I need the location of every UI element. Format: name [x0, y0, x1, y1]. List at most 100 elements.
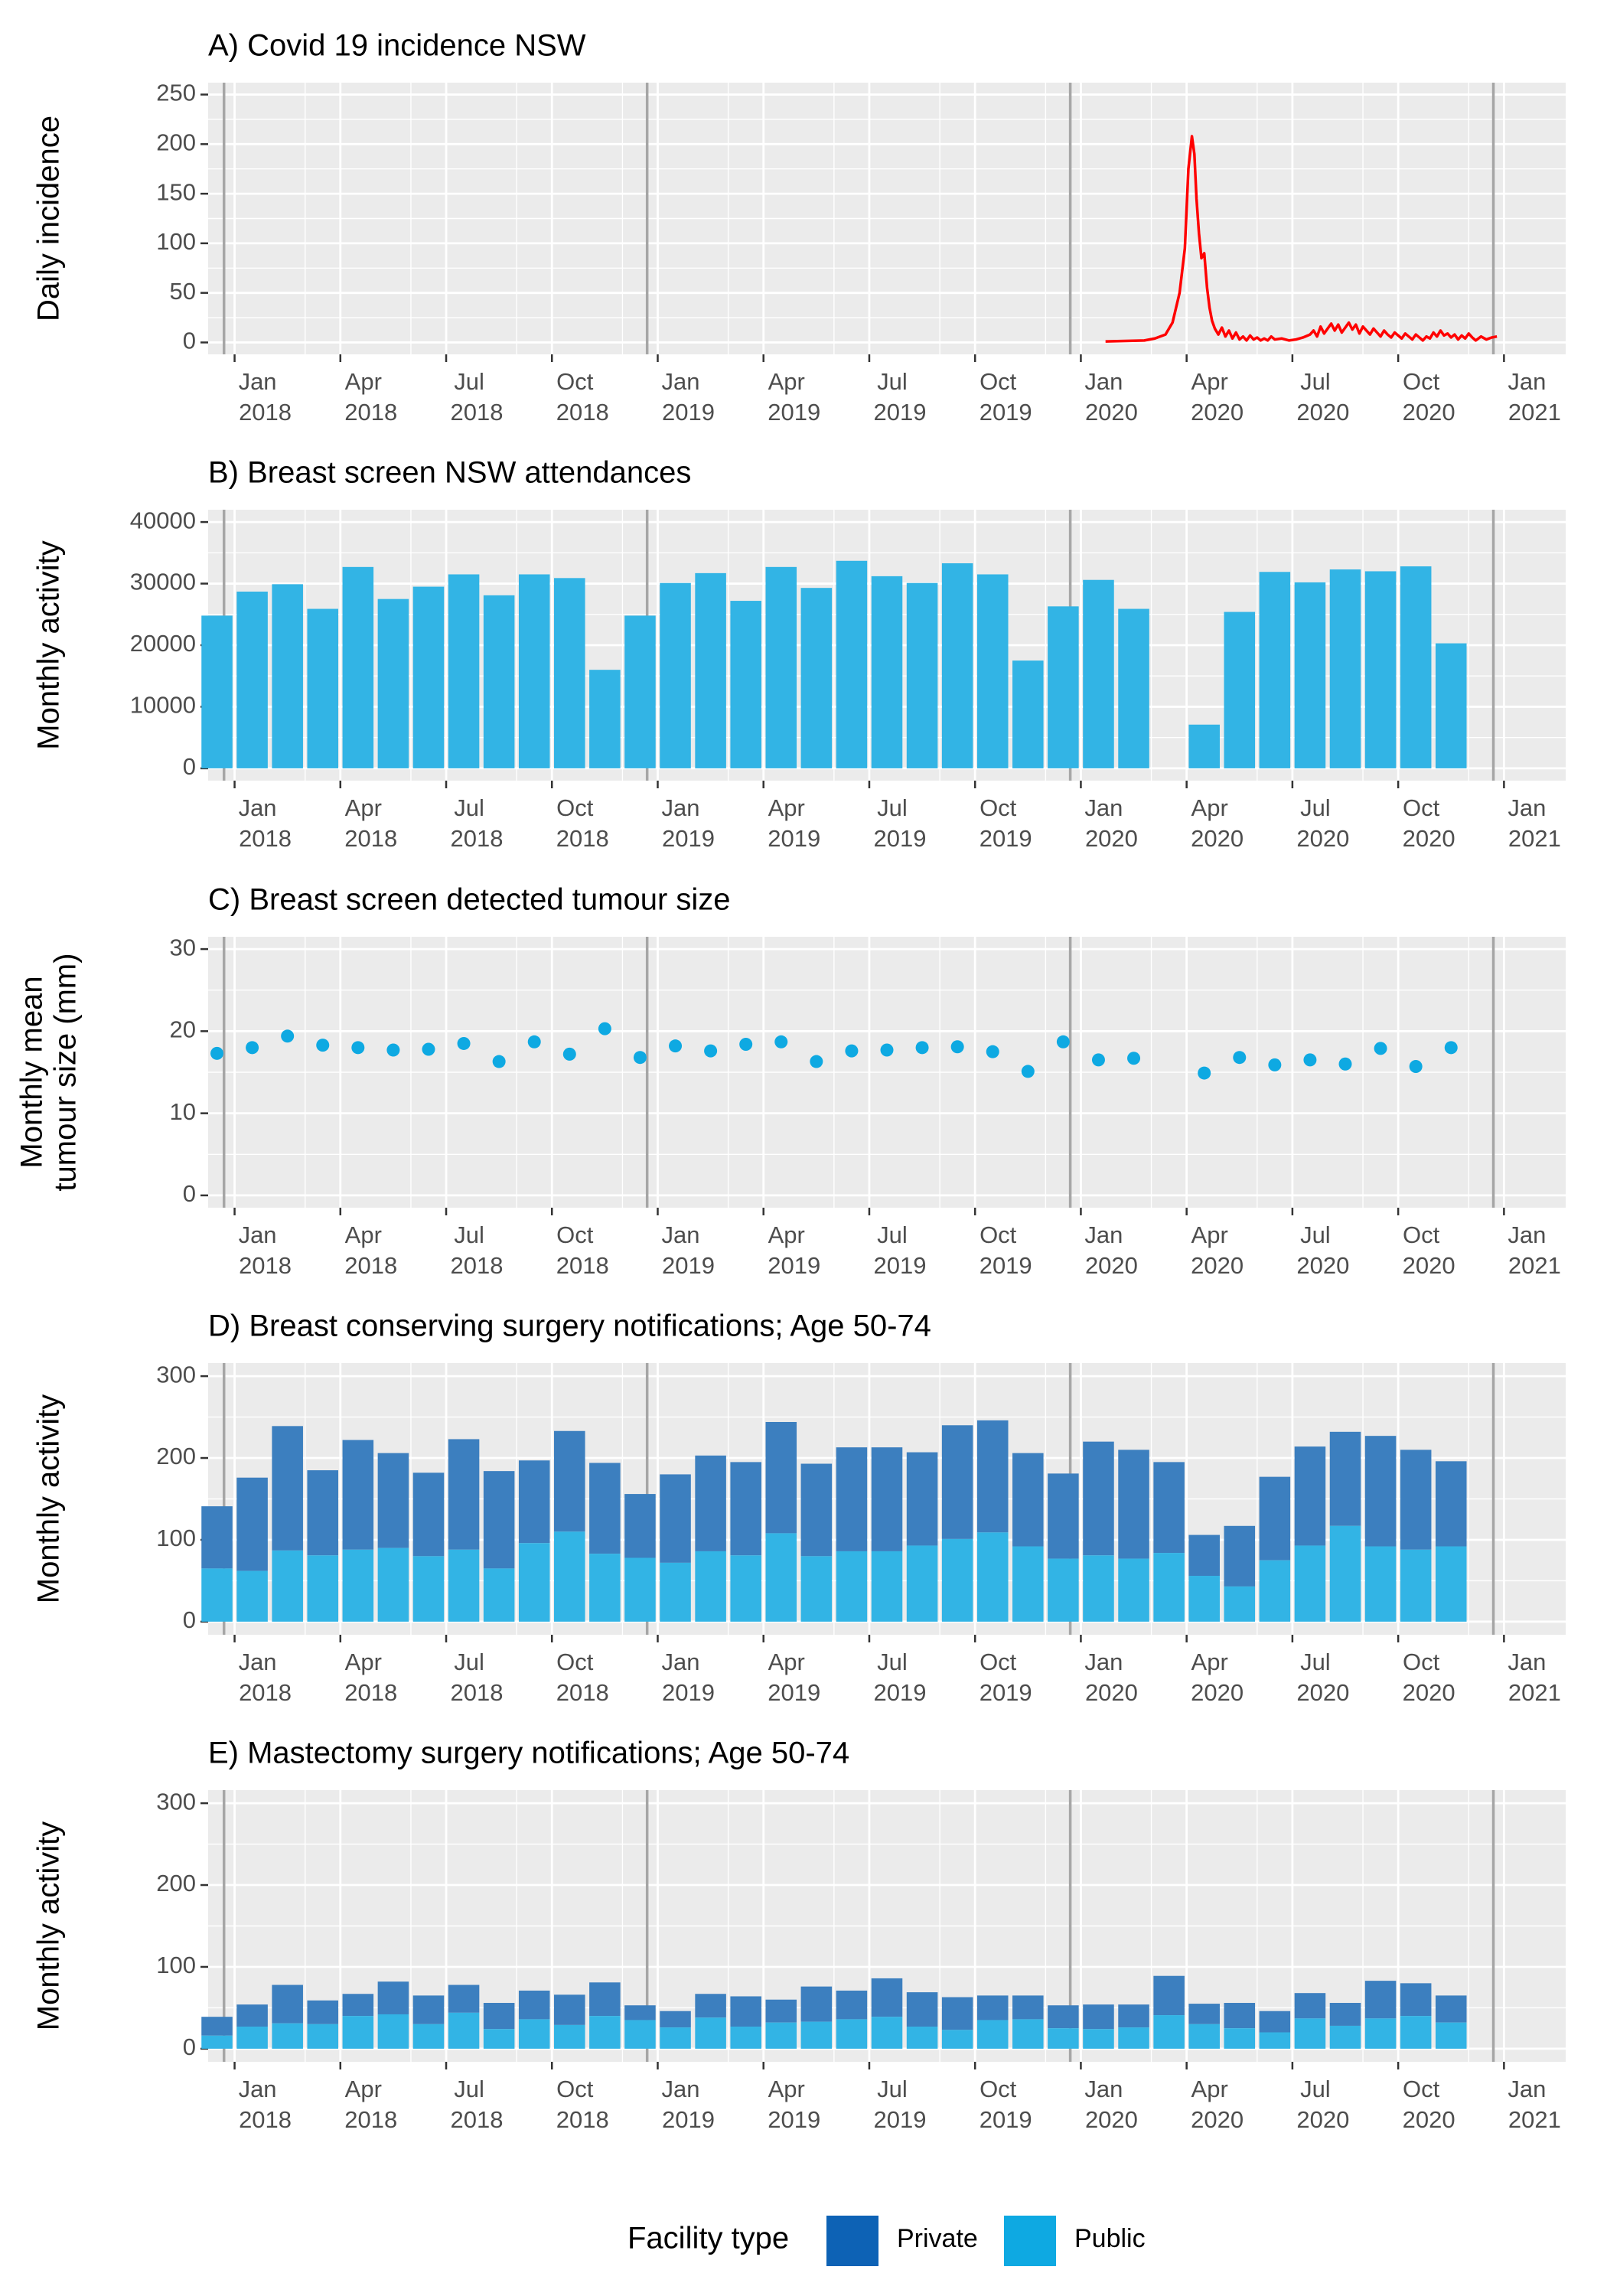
x-tick-label-b: Apr: [1191, 794, 1228, 821]
attendance-bar: [1012, 660, 1044, 768]
tumour-size-point: [1444, 1041, 1458, 1055]
x-tick-label-b: Jul: [454, 794, 484, 821]
private-bar: [307, 1470, 339, 1556]
panel-A: 0 50 100 150 200 250 Jan 2018 Apr 2018 Jul 2018 Oct 2…: [32, 29, 1566, 426]
private-bar: [342, 1440, 374, 1550]
y-tick-label-c: 20: [170, 1016, 196, 1043]
tumour-size-point: [1091, 1053, 1105, 1067]
tumour-size-point: [386, 1043, 400, 1057]
private-bar: [976, 1995, 1009, 2020]
private-bar: [1188, 1534, 1220, 1577]
x-tick-label-year-e: 2020: [1191, 2106, 1244, 2133]
private-bar: [660, 1474, 691, 1563]
x-tick-label-year-c: 2018: [239, 1252, 292, 1279]
y-tick-label-e: 200: [156, 1870, 196, 1896]
attendance-bar: [307, 608, 339, 768]
public-bar: [730, 1555, 761, 1622]
private-bar: [1294, 1993, 1326, 2019]
y-axis-label-e: Monthly activity: [32, 1821, 66, 2030]
x-tick-label-b: Jul: [1300, 794, 1331, 821]
public-bar: [518, 2019, 550, 2049]
x-tick-label-b: Apr: [345, 794, 382, 821]
x-tick-label-a: Jan: [1084, 368, 1123, 395]
tumour-size-point: [1021, 1065, 1035, 1078]
x-tick-label-year-a: 2021: [1508, 399, 1561, 426]
x-tick-label-e: Jan: [239, 2076, 277, 2102]
x-tick-label-year-d: 2021: [1508, 1679, 1561, 1706]
attendance-bar: [518, 574, 550, 768]
y-tick-label-c: 0: [183, 1180, 196, 1207]
x-tick-label-e: Jul: [454, 2076, 484, 2102]
private-bar: [906, 1992, 938, 2027]
private-bar: [1083, 1441, 1114, 1556]
private-bar: [1364, 1981, 1397, 2019]
attendance-bar: [660, 582, 691, 768]
private-bar: [1400, 1983, 1432, 2017]
x-tick-label-a: Jul: [454, 368, 484, 395]
x-tick-label-year-c: 2019: [873, 1252, 926, 1279]
x-tick-label-year-e: 2018: [239, 2106, 292, 2133]
x-tick-label-c: Oct: [980, 1221, 1017, 1248]
x-tick-label-d: Apr: [345, 1649, 382, 1675]
attendance-bar: [1083, 579, 1114, 768]
attendance-bar: [554, 578, 585, 768]
public-bar: [941, 2030, 973, 2049]
tumour-size-point: [527, 1035, 541, 1049]
public-bar: [1153, 2015, 1185, 2049]
private-bar: [518, 1460, 550, 1544]
x-tick-label-e: Apr: [768, 2076, 805, 2102]
attendance-bar: [836, 560, 868, 768]
public-bar: [448, 2012, 480, 2049]
private-bar: [377, 1453, 409, 1548]
public-bar: [1048, 2028, 1079, 2049]
private-bar: [1048, 1473, 1079, 1559]
private-bar: [730, 1996, 761, 2027]
x-tick-label-c: Apr: [345, 1221, 382, 1248]
x-tick-label-d: Jul: [454, 1649, 484, 1675]
tumour-size-point: [281, 1029, 295, 1043]
public-bar: [1294, 2018, 1326, 2049]
private-bar: [201, 1506, 233, 1569]
x-tick-label-c: Jul: [454, 1221, 484, 1248]
private-bar: [483, 1471, 515, 1569]
y-axis-label-d: Monthly activity: [32, 1394, 66, 1603]
public-bar: [836, 2019, 868, 2049]
tumour-size-point: [1338, 1057, 1352, 1071]
public-bar: [624, 2020, 656, 2049]
public-bar: [412, 2024, 445, 2049]
x-tick-label-e: Apr: [1191, 2076, 1228, 2102]
x-tick-label-year-a: 2018: [239, 399, 292, 426]
private-bar: [1329, 2003, 1361, 2026]
attendance-bar: [201, 615, 233, 768]
x-tick-label-d: Jul: [1300, 1649, 1331, 1675]
public-bar: [660, 2027, 691, 2049]
private-bar: [1118, 1450, 1149, 1559]
attendance-bar: [906, 582, 938, 768]
attendance-bar: [342, 566, 374, 768]
private-bar: [272, 1426, 303, 1551]
x-tick-label-d: Oct: [980, 1649, 1017, 1675]
y-tick-label-e: 100: [156, 1952, 196, 1978]
x-tick-label-year-d: 2020: [1403, 1679, 1455, 1706]
tumour-size-point: [950, 1040, 964, 1054]
tumour-size-point: [1233, 1051, 1247, 1065]
x-tick-label-year-e: 2019: [768, 2106, 820, 2133]
attendance-bar: [483, 595, 515, 768]
public-bar: [1294, 1545, 1326, 1622]
private-bar: [836, 1447, 868, 1551]
x-tick-label-b: Jan: [1084, 794, 1123, 821]
x-tick-label-year-a: 2020: [1191, 399, 1244, 426]
public-bar: [342, 2016, 374, 2049]
attendance-bar: [624, 615, 656, 768]
x-tick-label-year-d: 2018: [239, 1679, 292, 1706]
private-bar: [483, 2003, 515, 2030]
private-bar: [589, 1463, 621, 1554]
x-tick-label-year-c: 2019: [662, 1252, 715, 1279]
attendance-bar: [448, 574, 480, 768]
y-tick-label-a: 100: [156, 228, 196, 255]
tumour-size-point: [880, 1043, 894, 1057]
public-bar: [307, 2024, 339, 2049]
public-bar: [730, 2027, 761, 2049]
public-bar: [1188, 1576, 1220, 1622]
private-bar: [1294, 1446, 1326, 1546]
